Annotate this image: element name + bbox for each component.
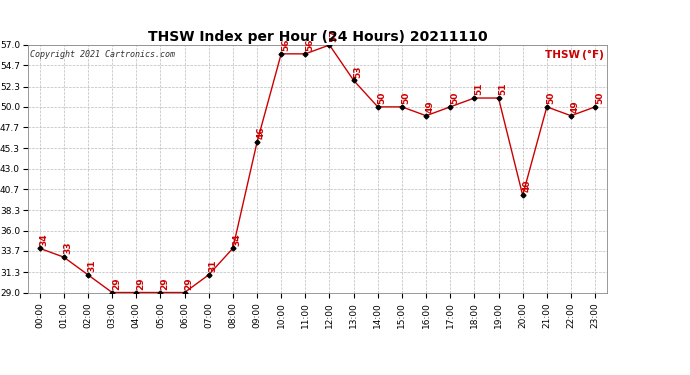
Text: 34: 34 [39,233,48,246]
Text: 50: 50 [377,92,386,104]
Text: 29: 29 [136,277,145,290]
Text: 49: 49 [571,100,580,113]
Text: 51: 51 [498,83,507,95]
Text: 49: 49 [426,100,435,113]
Text: 56: 56 [281,39,290,51]
Title: THSW Index per Hour (24 Hours) 20211110: THSW Index per Hour (24 Hours) 20211110 [148,30,487,44]
Text: 31: 31 [208,260,217,272]
Text: 34: 34 [233,233,241,246]
Text: THSW (°F): THSW (°F) [545,50,604,60]
Text: 57: 57 [329,30,338,42]
Text: 51: 51 [474,83,483,95]
Text: 29: 29 [160,277,169,290]
Text: 33: 33 [63,242,72,254]
Text: 29: 29 [184,277,193,290]
Text: 31: 31 [88,260,97,272]
Text: 50: 50 [402,92,411,104]
Text: 50: 50 [546,92,555,104]
Text: 53: 53 [353,65,362,78]
Text: 50: 50 [450,92,459,104]
Text: 29: 29 [112,277,121,290]
Text: 50: 50 [595,92,604,104]
Text: 46: 46 [257,127,266,140]
Text: Copyright 2021 Cartronics.com: Copyright 2021 Cartronics.com [30,50,175,59]
Text: 56: 56 [305,39,314,51]
Text: 40: 40 [522,180,531,192]
